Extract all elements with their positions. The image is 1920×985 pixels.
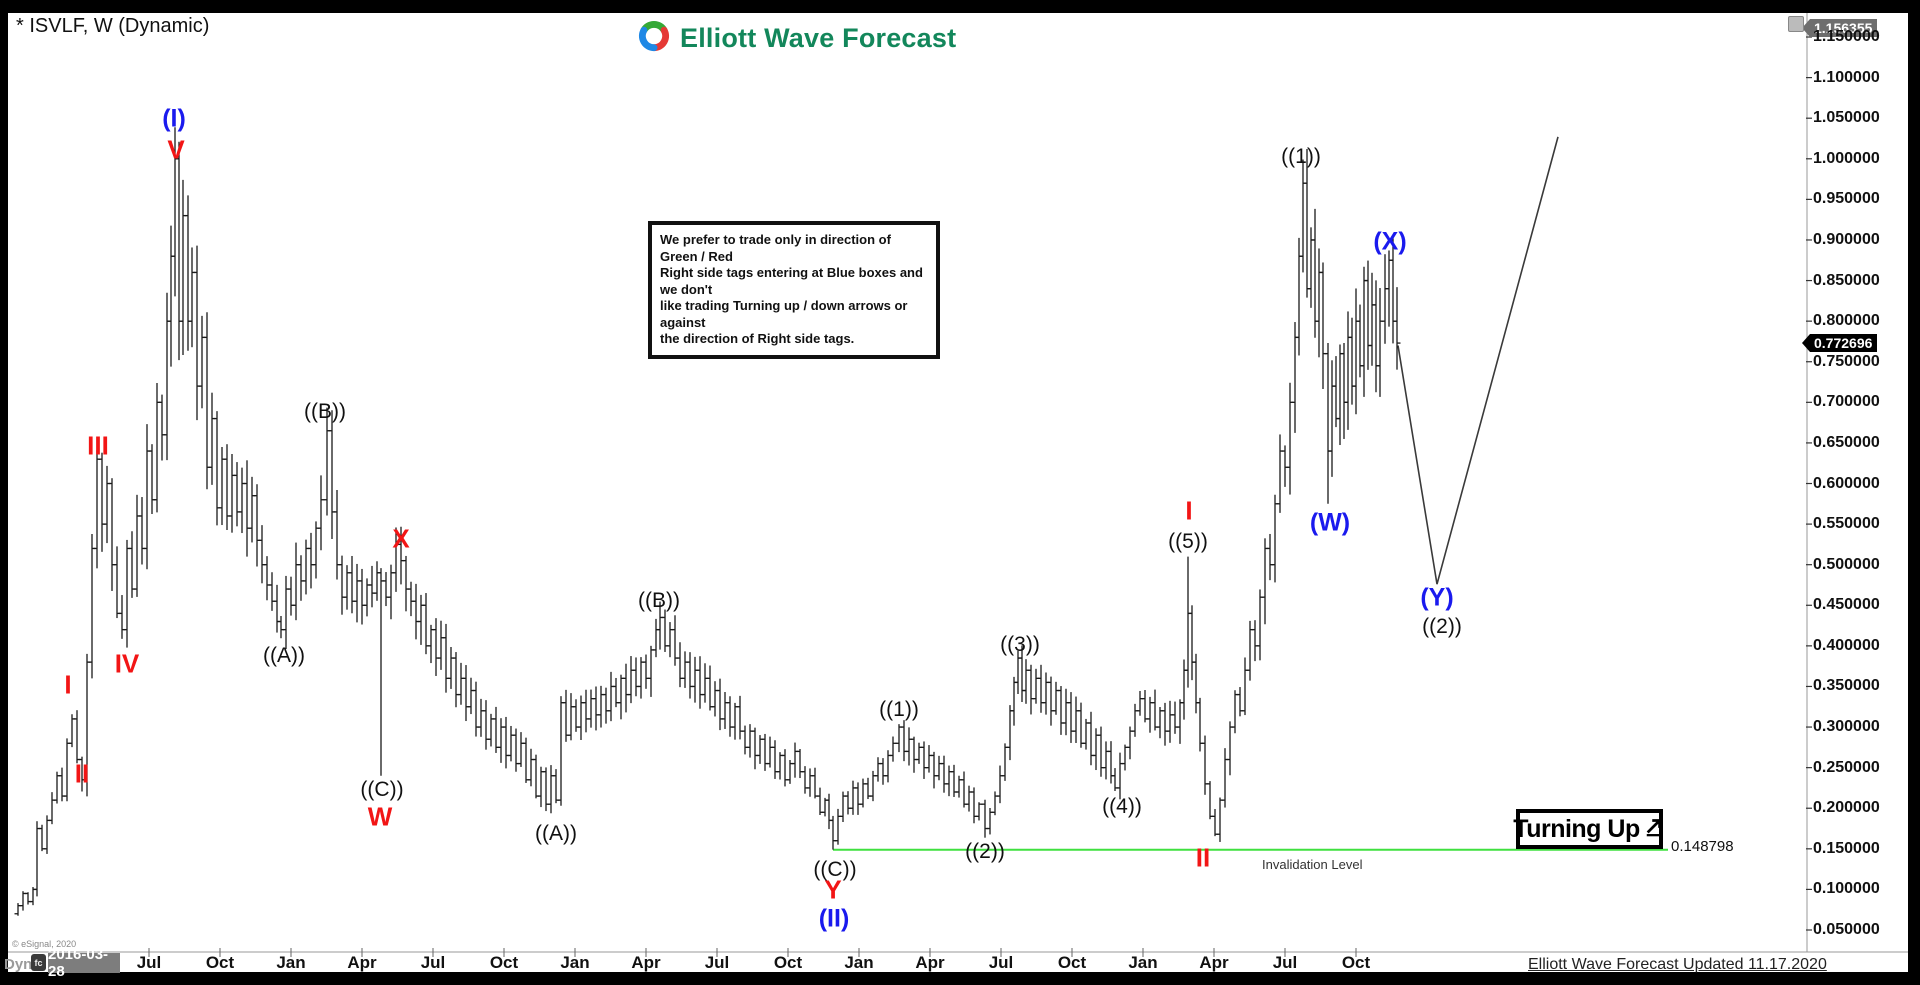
price-plot-area[interactable]	[0, 0, 1920, 985]
